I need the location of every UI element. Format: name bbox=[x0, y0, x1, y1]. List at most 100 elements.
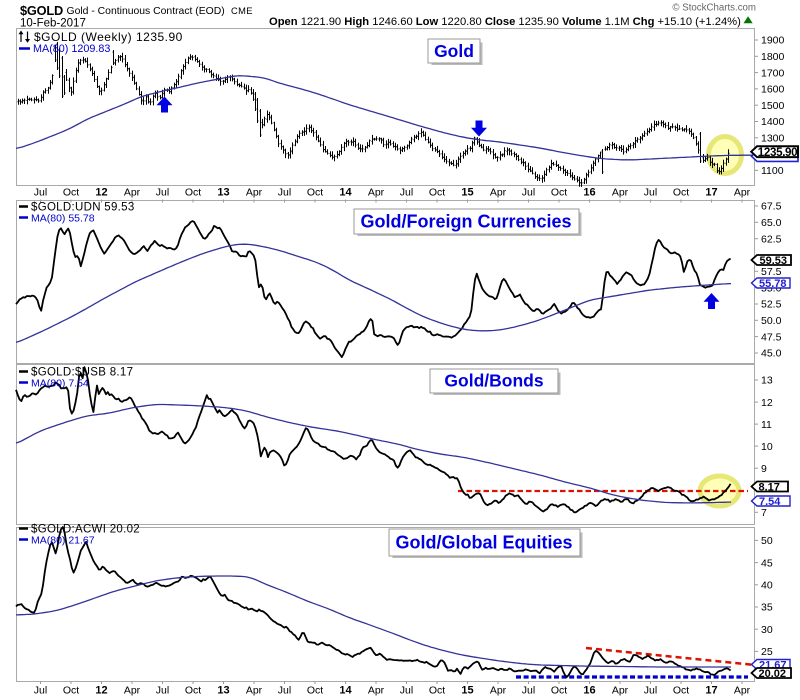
svg-text:1400: 1400 bbox=[761, 116, 785, 128]
svg-text:Apr: Apr bbox=[124, 187, 141, 199]
svg-text:Apr: Apr bbox=[490, 187, 507, 199]
svg-text:Oct: Oct bbox=[185, 187, 201, 199]
svg-text:8.17: 8.17 bbox=[759, 481, 780, 493]
svg-text:Jul: Jul bbox=[522, 685, 535, 697]
svg-text:67.5: 67.5 bbox=[761, 201, 782, 213]
svg-text:13: 13 bbox=[761, 375, 773, 387]
svg-text:Jul: Jul bbox=[644, 685, 657, 697]
svg-text:CME: CME bbox=[231, 6, 253, 16]
svg-text:Oct: Oct bbox=[307, 187, 323, 199]
svg-text:Jul: Jul bbox=[644, 187, 657, 199]
svg-text:14: 14 bbox=[339, 187, 352, 199]
svg-text:14: 14 bbox=[339, 685, 352, 697]
svg-text:Jul: Jul bbox=[278, 685, 291, 697]
svg-text:59.53: 59.53 bbox=[760, 255, 788, 267]
svg-text:Jul: Jul bbox=[400, 187, 413, 199]
svg-text:1600: 1600 bbox=[761, 84, 785, 96]
svg-text:Apr: Apr bbox=[246, 685, 263, 697]
svg-text:35: 35 bbox=[761, 602, 773, 614]
svg-text:Gold: Gold bbox=[434, 41, 474, 61]
svg-text:$GOLD:$USB 8.17: $GOLD:$USB 8.17 bbox=[31, 367, 133, 379]
svg-text:12: 12 bbox=[95, 685, 107, 697]
svg-text:1700: 1700 bbox=[761, 67, 785, 79]
svg-text:Apr: Apr bbox=[124, 685, 141, 697]
svg-text:15: 15 bbox=[461, 685, 473, 697]
svg-text:40: 40 bbox=[761, 580, 773, 592]
svg-text:Oct: Oct bbox=[673, 187, 689, 199]
svg-text:Jul: Jul bbox=[34, 187, 47, 199]
svg-text:Jul: Jul bbox=[278, 187, 291, 199]
svg-text:55.78: 55.78 bbox=[759, 278, 787, 290]
svg-text:9: 9 bbox=[761, 463, 767, 475]
svg-text:16: 16 bbox=[583, 187, 595, 199]
svg-text:Jul: Jul bbox=[156, 187, 169, 199]
svg-text:52.5: 52.5 bbox=[761, 299, 782, 311]
svg-text:7: 7 bbox=[761, 507, 767, 519]
svg-text:Gold/Foreign Currencies: Gold/Foreign Currencies bbox=[360, 212, 571, 232]
svg-text:10-Feb-2017: 10-Feb-2017 bbox=[20, 18, 86, 30]
svg-text:$GOLD:UDN 59.53: $GOLD:UDN 59.53 bbox=[31, 202, 135, 214]
svg-text:62.5: 62.5 bbox=[761, 233, 782, 245]
svg-text:Apr: Apr bbox=[368, 187, 385, 199]
svg-text:Oct: Oct bbox=[307, 685, 323, 697]
svg-text:Apr: Apr bbox=[490, 685, 507, 697]
svg-text:Apr: Apr bbox=[612, 187, 629, 199]
svg-text:12: 12 bbox=[761, 397, 773, 409]
svg-text:Apr: Apr bbox=[612, 685, 629, 697]
svg-text:Gold - Continuous Contract (EO: Gold - Continuous Contract (EOD) bbox=[67, 6, 225, 17]
svg-text:30: 30 bbox=[761, 624, 773, 636]
svg-text:Open 1221.90 High 1246.60 Low: Open 1221.90 High 1246.60 Low 1220.80 Cl… bbox=[269, 16, 741, 28]
svg-text:Jul: Jul bbox=[156, 685, 169, 697]
svg-text:16: 16 bbox=[583, 685, 595, 697]
svg-text:MA(80) 55.78: MA(80) 55.78 bbox=[31, 213, 95, 225]
svg-text:Oct: Oct bbox=[63, 187, 79, 199]
svg-text:Jul: Jul bbox=[400, 685, 413, 697]
svg-text:1300: 1300 bbox=[761, 133, 785, 145]
svg-text:65.0: 65.0 bbox=[761, 217, 782, 229]
svg-text:MA(80) 7.54: MA(80) 7.54 bbox=[31, 378, 89, 390]
svg-text:Apr: Apr bbox=[368, 685, 385, 697]
svg-text:50.0: 50.0 bbox=[761, 315, 782, 327]
svg-text:Jul: Jul bbox=[522, 187, 535, 199]
svg-text:Gold/Global Equities: Gold/Global Equities bbox=[395, 533, 572, 553]
svg-text:Oct: Oct bbox=[551, 187, 567, 199]
svg-text:Oct: Oct bbox=[551, 685, 567, 697]
svg-text:10: 10 bbox=[761, 441, 773, 453]
svg-text:MA(80) 1209.83: MA(80) 1209.83 bbox=[33, 43, 110, 55]
svg-text:15: 15 bbox=[461, 187, 473, 199]
svg-text:Oct: Oct bbox=[429, 187, 445, 199]
svg-text:1500: 1500 bbox=[761, 100, 785, 112]
svg-text:Oct: Oct bbox=[429, 685, 445, 697]
svg-text:1800: 1800 bbox=[761, 51, 785, 63]
svg-text:57.5: 57.5 bbox=[761, 266, 782, 278]
svg-text:13: 13 bbox=[217, 685, 229, 697]
svg-text:1235.90: 1235.90 bbox=[758, 146, 797, 159]
svg-text:17: 17 bbox=[705, 685, 717, 697]
svg-text:MA(80) 21.67: MA(80) 21.67 bbox=[31, 535, 95, 547]
svg-text:13: 13 bbox=[217, 187, 229, 199]
svg-text:20.02: 20.02 bbox=[759, 668, 787, 680]
svg-text:© StockCharts.com: © StockCharts.com bbox=[672, 3, 756, 14]
svg-text:Oct: Oct bbox=[673, 685, 689, 697]
svg-text:Apr: Apr bbox=[734, 187, 751, 199]
svg-text:45.0: 45.0 bbox=[761, 348, 782, 360]
svg-text:7.54: 7.54 bbox=[759, 496, 781, 508]
svg-text:25: 25 bbox=[761, 646, 773, 658]
svg-text:Oct: Oct bbox=[63, 685, 79, 697]
svg-text:1100: 1100 bbox=[761, 165, 784, 177]
svg-text:$GOLD (Weekly) 1235.90: $GOLD (Weekly) 1235.90 bbox=[34, 30, 183, 44]
svg-text:Gold/Bonds: Gold/Bonds bbox=[444, 371, 543, 391]
svg-text:$GOLD: $GOLD bbox=[20, 3, 63, 18]
svg-text:12: 12 bbox=[95, 187, 107, 199]
svg-text:Apr: Apr bbox=[734, 685, 751, 697]
svg-text:Apr: Apr bbox=[246, 187, 263, 199]
svg-text:Oct: Oct bbox=[185, 685, 201, 697]
svg-text:$GOLD:ACWI 20.02: $GOLD:ACWI 20.02 bbox=[31, 524, 140, 536]
svg-text:45: 45 bbox=[761, 557, 773, 569]
svg-text:Jul: Jul bbox=[34, 685, 47, 697]
svg-text:47.5: 47.5 bbox=[761, 331, 782, 343]
svg-text:17: 17 bbox=[705, 187, 717, 199]
svg-text:1900: 1900 bbox=[761, 35, 785, 47]
svg-text:50: 50 bbox=[761, 535, 773, 547]
svg-text:11: 11 bbox=[761, 419, 772, 431]
